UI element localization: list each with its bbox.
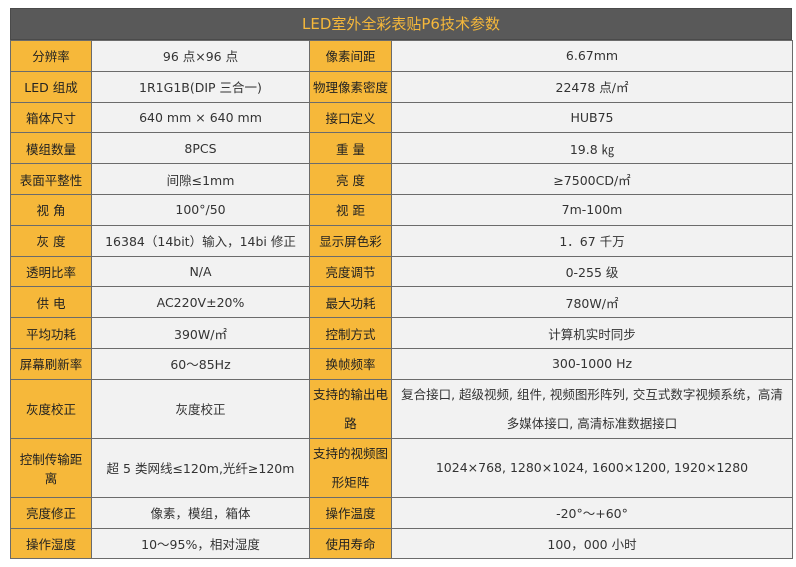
spec-key: 换帧频率 [309, 347, 392, 380]
spec-value: 390W/㎡ [91, 317, 310, 349]
spec-value: -20°～+60° [391, 496, 793, 529]
spec-key: 箱体尺寸 [10, 101, 92, 134]
table-row: 透明比率 N/A 亮度调节 0-255 级 [10, 255, 793, 288]
spec-key: 物理像素密度 [309, 70, 392, 103]
spec-key: 操作温度 [309, 496, 392, 529]
table-row: LED 组成 1R1G1B(DIP 三合一) 物理像素密度 22478 点/㎡ [10, 70, 793, 103]
spec-value: 640 mm × 640 mm [91, 101, 310, 134]
spec-value: 780W/㎡ [391, 286, 793, 319]
spec-value: 8PCS [91, 132, 310, 165]
spec-key: 支持的输出电路 [309, 378, 392, 439]
spec-table-container: LED室外全彩表贴P6技术参数 分辨率 96 点×96 点 像素间距 6.67m… [10, 8, 793, 560]
spec-value: 灰度校正 [91, 378, 310, 439]
spec-value: 300-1000 Hz [391, 347, 793, 380]
table-row: 亮度修正 像素，模组，箱体 操作温度 -20°～+60° [10, 496, 793, 529]
spec-key: 视 角 [10, 193, 92, 226]
spec-value: 22478 点/㎡ [391, 70, 793, 103]
spec-key: 灰度校正 [10, 378, 92, 439]
table-row: 屏幕刷新率 60～85Hz 换帧频率 300-1000 Hz [10, 347, 793, 380]
spec-value: 16384（14bit）输入，14bi 修正 [91, 224, 310, 257]
spec-value: N/A [91, 255, 310, 288]
spec-key: 控制传输距离 [10, 437, 92, 498]
spec-value: 1024×768, 1280×1024, 1600×1200, 1920×128… [391, 437, 793, 498]
spec-key: 接口定义 [309, 101, 392, 134]
spec-value: 1R1G1B(DIP 三合一) [91, 70, 310, 103]
spec-value: 100°/50 [91, 193, 310, 226]
spec-value: 计算机实时同步 [391, 317, 793, 349]
spec-value: 0-255 级 [391, 255, 793, 288]
spec-key: 亮度修正 [10, 496, 92, 529]
spec-key: 像素间距 [309, 40, 392, 72]
spec-key: 平均功耗 [10, 317, 92, 349]
table-row: 控制传输距离 超 5 类网线≤120m,光纤≥120m 支持的视频图形矩阵 10… [10, 437, 793, 498]
spec-key: LED 组成 [10, 70, 92, 103]
spec-key: 操作湿度 [10, 527, 92, 560]
spec-key: 分辨率 [10, 40, 92, 72]
table-title: LED室外全彩表贴P6技术参数 [10, 8, 792, 40]
table-row: 表面平整性 间隙≤1mm 亮 度 ≥7500CD/㎡ [10, 163, 793, 195]
spec-key: 使用寿命 [309, 527, 392, 560]
spec-value: 7m-100m [391, 193, 793, 226]
spec-key: 灰 度 [10, 224, 92, 257]
spec-value: 10～95%，相对湿度 [91, 527, 310, 560]
spec-key: 重 量 [309, 132, 392, 165]
table-row: 分辨率 96 点×96 点 像素间距 6.67mm [10, 40, 793, 72]
table-row: 灰 度 16384（14bit）输入，14bi 修正 显示屏色彩 1．67 千万 [10, 224, 793, 257]
spec-value: 60～85Hz [91, 347, 310, 380]
spec-value: HUB75 [391, 101, 793, 134]
spec-value: 19.8 ㎏ [391, 132, 793, 165]
spec-key: 模组数量 [10, 132, 92, 165]
spec-key: 表面平整性 [10, 163, 92, 195]
table-row: 模组数量 8PCS 重 量 19.8 ㎏ [10, 132, 793, 165]
spec-key: 支持的视频图形矩阵 [309, 437, 392, 498]
spec-value: 1．67 千万 [391, 224, 793, 257]
table-row: 视 角 100°/50 视 距 7m-100m [10, 193, 793, 226]
spec-key: 视 距 [309, 193, 392, 226]
table-row: 操作湿度 10～95%，相对湿度 使用寿命 100，000 小时 [10, 527, 793, 560]
spec-key: 显示屏色彩 [309, 224, 392, 257]
spec-value: 超 5 类网线≤120m,光纤≥120m [91, 437, 310, 498]
spec-value: 6.67mm [391, 40, 793, 72]
spec-key: 透明比率 [10, 255, 92, 288]
spec-table: 分辨率 96 点×96 点 像素间距 6.67mm LED 组成 1R1G1B(… [10, 40, 793, 560]
table-row: 平均功耗 390W/㎡ 控制方式 计算机实时同步 [10, 317, 793, 349]
spec-value: 复合接口, 超级视频, 组件, 视频图形阵列, 交互式数字视频系统，高清多媒体接… [391, 378, 793, 439]
table-row: 箱体尺寸 640 mm × 640 mm 接口定义 HUB75 [10, 101, 793, 134]
spec-key: 亮 度 [309, 163, 392, 195]
spec-value: 100，000 小时 [391, 527, 793, 560]
spec-value: 像素，模组，箱体 [91, 496, 310, 529]
spec-key: 亮度调节 [309, 255, 392, 288]
spec-value: ≥7500CD/㎡ [391, 163, 793, 195]
table-row: 灰度校正 灰度校正 支持的输出电路 复合接口, 超级视频, 组件, 视频图形阵列… [10, 378, 793, 439]
spec-key: 供 电 [10, 286, 92, 319]
table-row: 供 电 AC220V±20% 最大功耗 780W/㎡ [10, 286, 793, 319]
spec-key: 屏幕刷新率 [10, 347, 92, 380]
spec-value: 96 点×96 点 [91, 40, 310, 72]
spec-key: 最大功耗 [309, 286, 392, 319]
spec-value: AC220V±20% [91, 286, 310, 319]
spec-value: 间隙≤1mm [91, 163, 310, 195]
spec-key: 控制方式 [309, 317, 392, 349]
